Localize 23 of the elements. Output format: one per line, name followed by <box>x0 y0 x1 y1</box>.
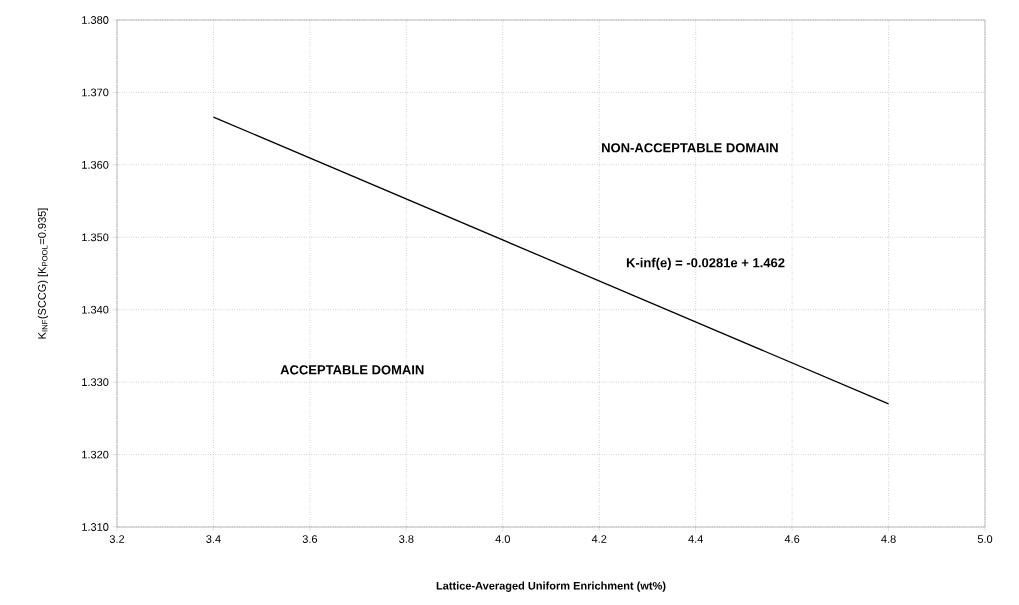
x-tick-label: 3.2 <box>109 535 125 543</box>
y-tick-label: 1.330 <box>82 378 109 387</box>
x-tick-label: 3.6 <box>302 535 318 543</box>
y-axis-title: K$_{INF}$(SCCG) [K$_{POOL}$=0.935] <box>37 208 49 339</box>
annotation: ACCEPTABLE DOMAIN <box>280 365 424 375</box>
y-tick-label: 1.340 <box>82 305 109 314</box>
annotation: K-inf(e) = -0.0281e + 1.462 <box>626 257 785 270</box>
y-tick-label: 1.320 <box>82 450 109 459</box>
x-tick-label: 3.4 <box>206 535 221 543</box>
x-tick-label: 4.0 <box>495 535 510 543</box>
y-tick-label: 1.380 <box>82 16 109 24</box>
y-tick-label: 1.370 <box>82 88 109 97</box>
x-tick-label: 4.6 <box>784 535 800 543</box>
x-axis-title: Lattice-Averaged Uniform Enrichment (wt%) <box>436 581 666 592</box>
annotation: NON-ACCEPTABLE DOMAIN <box>602 143 778 153</box>
y-tick-label: 1.310 <box>82 523 109 531</box>
x-tick-label: 4.2 <box>591 535 607 543</box>
y-tick-label: 1.350 <box>82 233 109 242</box>
x-tick-label: 5.0 <box>977 535 993 543</box>
x-tick-label: 4.8 <box>881 535 896 543</box>
x-tick-label: 4.4 <box>688 535 703 543</box>
x-tick-label: 3.8 <box>399 535 414 543</box>
y-tick-label: 1.360 <box>82 160 109 169</box>
